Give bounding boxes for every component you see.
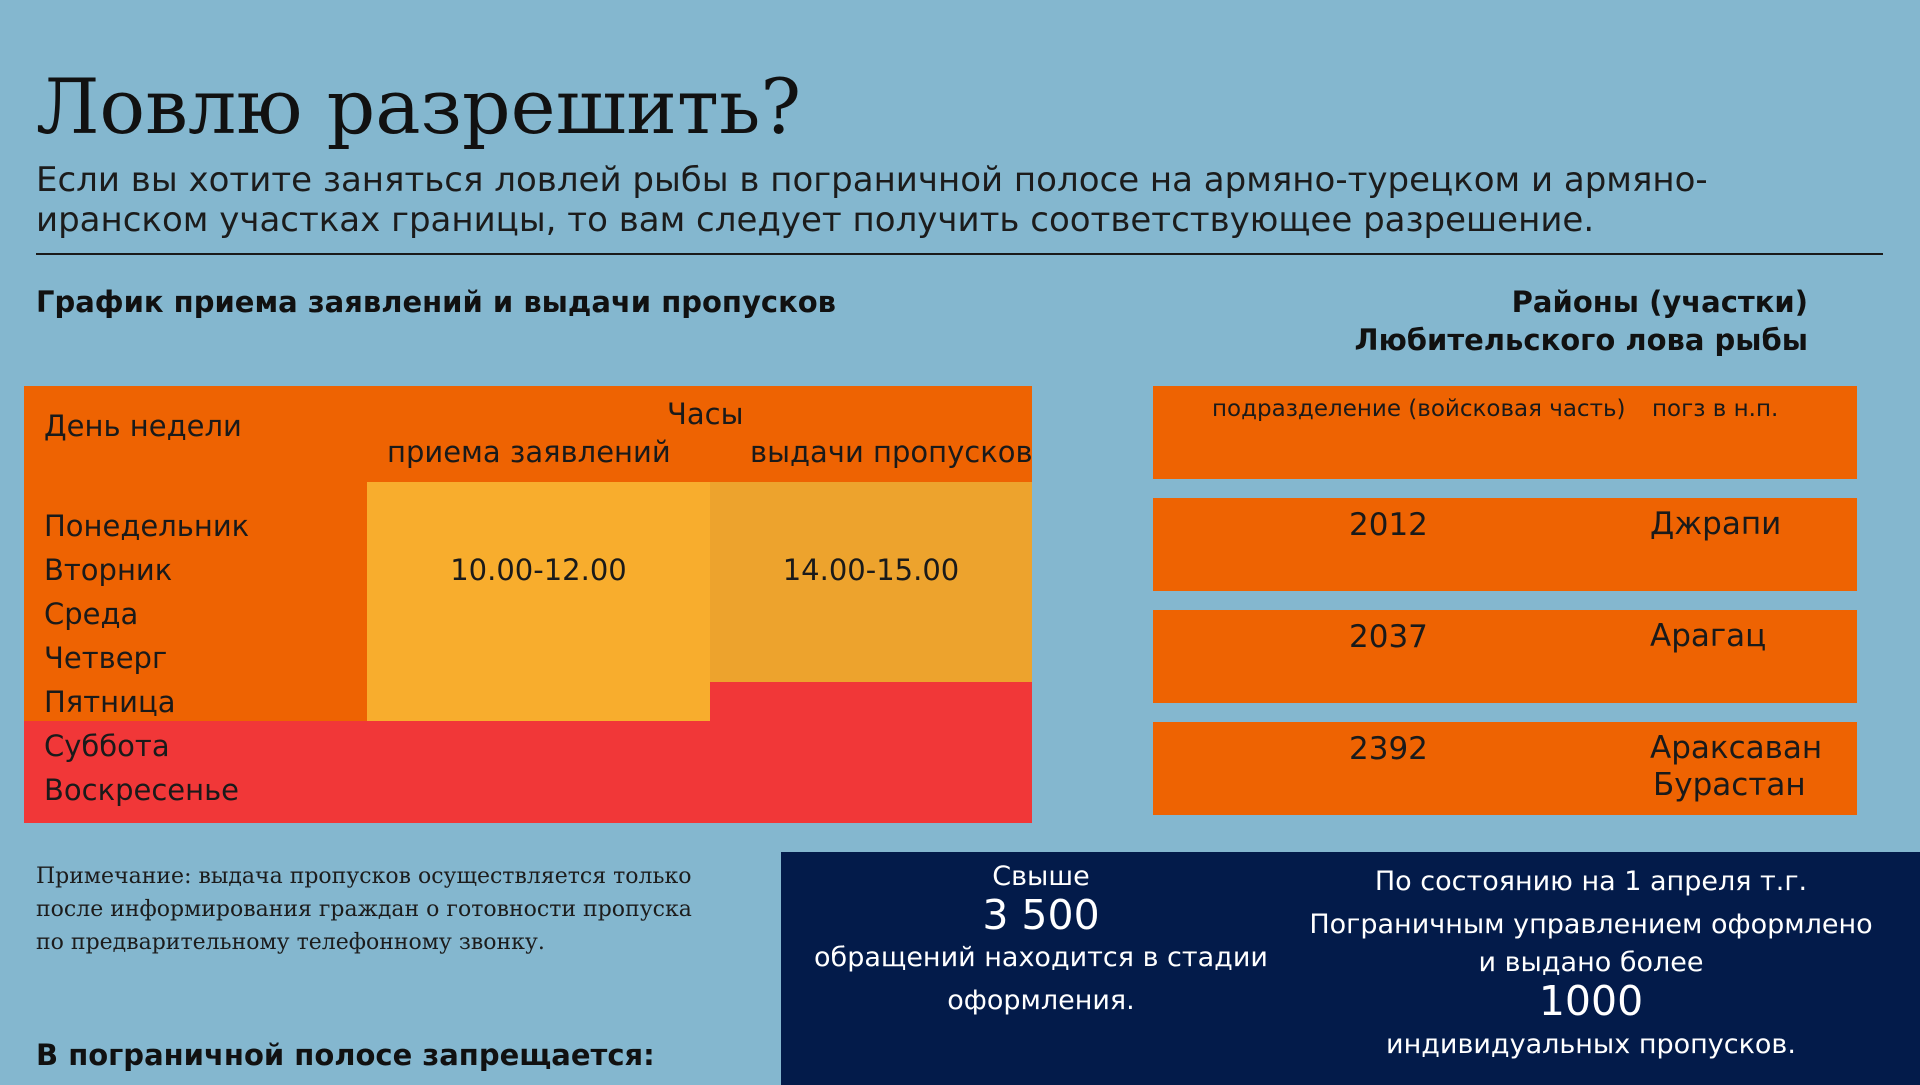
footnote: Примечание: выдача пропусков осуществляе… <box>36 864 692 955</box>
col-day-header: День недели <box>44 409 242 443</box>
district-row: 2392 Араксаван Бурастан <box>1153 722 1857 815</box>
weekday-thursday: Четверг <box>44 641 168 675</box>
weekday-monday: Понедельник <box>44 509 250 543</box>
district-place: Араксаван Бурастан <box>1650 730 1822 804</box>
apply-time: 10.00-12.00 <box>450 553 627 587</box>
stat-applications-pre: Свыше <box>992 861 1090 892</box>
weekday-list: Понедельник Вторник Среда Четверг Пятниц… <box>44 504 249 812</box>
stat-passes: По состоянию на 1 апреля т.г. Пограничны… <box>1301 860 1881 1068</box>
stat-applications-line1: обращений находится в стадии <box>814 942 1268 973</box>
issue-time: 14.00-15.00 <box>782 553 960 587</box>
page-title: Ловлю разрешить? <box>36 62 802 151</box>
district-code: 2037 <box>1349 619 1428 655</box>
stat-passes-line3: и выдано более <box>1478 947 1704 978</box>
page-subtitle: Если вы хотите заняться ловлей рыбы в по… <box>36 160 1708 240</box>
districts-heading-line2: Любительского лова рыбы <box>1354 323 1808 357</box>
stat-passes-number: 1000 <box>1538 977 1644 1025</box>
weekday-saturday: Суббота <box>44 729 170 763</box>
district-code: 2392 <box>1349 731 1428 767</box>
district-code: 2012 <box>1349 507 1428 543</box>
col-unit-header: подразделение (войсковая часть) <box>1212 396 1626 422</box>
district-place: Арагац <box>1650 618 1767 654</box>
stats-panel: Свыше 3 500 обращений находится в стадии… <box>781 852 1920 1085</box>
apply-hours-block <box>367 482 710 721</box>
weekday-friday: Пятница <box>44 685 176 719</box>
district-row: 2012 Джрапи <box>1153 498 1857 591</box>
stat-passes-line4: индивидуальных пропусков. <box>1386 1029 1796 1060</box>
district-place: Джрапи <box>1650 506 1782 542</box>
col-hours-header: Часы <box>667 397 744 431</box>
district-row: 2037 Арагац <box>1153 610 1857 703</box>
weekday-tuesday: Вторник <box>44 553 173 587</box>
ban-heading: В пограничной полосе запрещается: <box>36 1038 655 1072</box>
col-apply-header: приема заявлений <box>387 435 671 469</box>
schedule-heading: График приема заявлений и выдачи пропуск… <box>36 285 837 319</box>
weekday-sunday: Воскресенье <box>44 773 240 807</box>
districts-heading: Районы (участки) Любительского лова рыбы <box>1354 283 1808 359</box>
districts-header-row: подразделение (войсковая часть) погз в н… <box>1153 386 1857 479</box>
stat-passes-line2: Пограничным управлением оформлено <box>1309 909 1873 940</box>
stat-applications-line2: оформления. <box>947 985 1135 1016</box>
districts-heading-line1: Районы (участки) <box>1511 285 1808 319</box>
stat-applications-number: 3 500 <box>982 891 1100 939</box>
issue-hours-block <box>710 482 1032 682</box>
divider <box>36 253 1883 255</box>
col-place-header: погз в н.п. <box>1652 396 1779 422</box>
district-place-line2: Бурастан <box>1653 767 1806 803</box>
col-issue-header: выдачи пропусков <box>750 435 1033 469</box>
stat-passes-line1: По состоянию на 1 апреля т.г. <box>1374 866 1808 897</box>
schedule-table: День недели Часы приема заявлений выдачи… <box>24 386 1033 823</box>
district-place-line1: Араксаван <box>1650 730 1823 766</box>
weekday-wednesday: Среда <box>44 597 139 631</box>
weekend-block <box>24 721 710 823</box>
stat-applications: Свыше 3 500 обращений находится в стадии… <box>781 860 1301 1022</box>
issue-weekend-block <box>710 682 1032 823</box>
